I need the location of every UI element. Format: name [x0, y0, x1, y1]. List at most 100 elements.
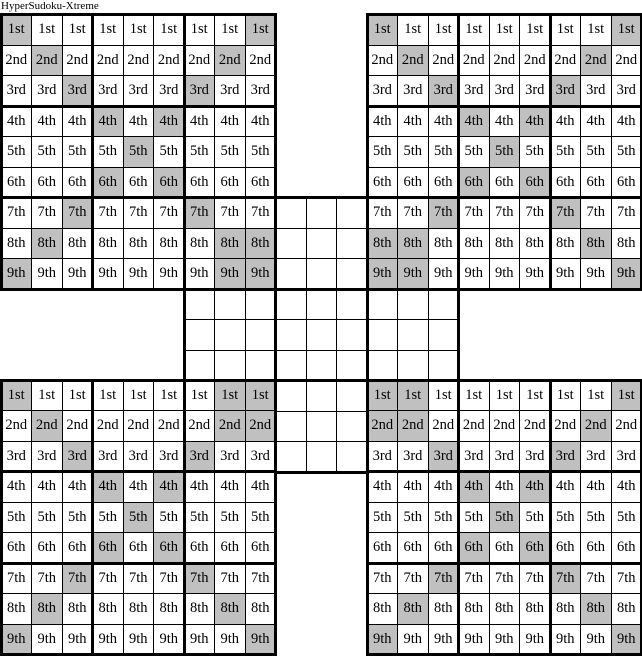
- bottom-right-cell[interactable]: 8th: [428, 593, 460, 625]
- bottom-left-cell[interactable]: 5th: [123, 502, 155, 534]
- bottom-left-cell[interactable]: 8th: [62, 593, 94, 625]
- top-left-cell[interactable]: 5th: [214, 136, 246, 168]
- bottom-left-cell[interactable]: 6th: [153, 532, 185, 564]
- bottom-right-cell[interactable]: 5th: [458, 502, 490, 534]
- bottom-left-cell[interactable]: 1st: [184, 380, 216, 412]
- bottom-left-cell[interactable]: 5th: [1, 502, 33, 534]
- top-right-cell[interactable]: 2nd: [611, 45, 642, 77]
- top-left-cell[interactable]: 8th: [1, 228, 33, 260]
- top-left-cell[interactable]: 8th: [214, 228, 246, 260]
- center-grid-empty-cell[interactable]: [306, 197, 338, 229]
- top-left-cell[interactable]: 8th: [92, 228, 124, 260]
- top-left-cell[interactable]: 8th: [153, 228, 185, 260]
- center-grid-empty-cell[interactable]: [336, 258, 368, 290]
- top-left-cell[interactable]: 1st: [153, 14, 185, 46]
- bottom-left-cell[interactable]: 7th: [245, 563, 277, 595]
- bottom-right-cell[interactable]: 6th: [458, 532, 490, 564]
- top-right-cell[interactable]: 7th: [580, 197, 612, 229]
- top-left-cell[interactable]: 6th: [92, 167, 124, 199]
- top-left-cell[interactable]: 7th: [123, 197, 155, 229]
- bottom-left-cell[interactable]: 3rd: [153, 441, 185, 473]
- bottom-right-cell[interactable]: 8th: [580, 593, 612, 625]
- top-right-cell[interactable]: 6th: [458, 167, 490, 199]
- top-right-cell[interactable]: 6th: [550, 167, 582, 199]
- bottom-right-cell[interactable]: 1st: [550, 380, 582, 412]
- bottom-right-cell[interactable]: 2nd: [550, 410, 582, 442]
- bottom-left-cell[interactable]: 2nd: [184, 410, 216, 442]
- top-right-cell[interactable]: 4th: [397, 106, 429, 138]
- top-left-cell[interactable]: 2nd: [31, 45, 63, 77]
- top-right-cell[interactable]: 5th: [367, 136, 399, 168]
- top-right-cell[interactable]: 5th: [489, 136, 521, 168]
- bottom-left-cell[interactable]: 7th: [184, 563, 216, 595]
- top-left-cell[interactable]: 2nd: [123, 45, 155, 77]
- bottom-left-cell[interactable]: 5th: [92, 502, 124, 534]
- center-grid-empty-cell[interactable]: [397, 319, 429, 351]
- bottom-left-cell[interactable]: 2nd: [123, 410, 155, 442]
- center-grid-empty-cell[interactable]: [275, 350, 307, 382]
- top-right-cell[interactable]: 9th: [611, 258, 642, 290]
- top-left-cell[interactable]: 9th: [62, 258, 94, 290]
- top-right-cell[interactable]: 5th: [550, 136, 582, 168]
- bottom-left-cell[interactable]: 1st: [214, 380, 246, 412]
- bottom-left-cell[interactable]: 9th: [31, 624, 63, 656]
- bottom-left-cell[interactable]: 6th: [62, 532, 94, 564]
- bottom-right-cell[interactable]: 3rd: [519, 441, 551, 473]
- bottom-right-cell[interactable]: 2nd: [580, 410, 612, 442]
- bottom-left-cell[interactable]: 9th: [245, 624, 277, 656]
- bottom-left-cell[interactable]: 5th: [214, 502, 246, 534]
- top-left-cell[interactable]: 6th: [1, 167, 33, 199]
- bottom-left-cell[interactable]: 8th: [31, 593, 63, 625]
- center-grid-empty-cell[interactable]: [336, 380, 368, 412]
- top-left-cell[interactable]: 2nd: [62, 45, 94, 77]
- bottom-left-cell[interactable]: 4th: [123, 471, 155, 503]
- bottom-left-cell[interactable]: 3rd: [1, 441, 33, 473]
- top-right-cell[interactable]: 2nd: [580, 45, 612, 77]
- bottom-left-cell[interactable]: 7th: [1, 563, 33, 595]
- top-right-cell[interactable]: 5th: [611, 136, 642, 168]
- top-left-cell[interactable]: 3rd: [62, 75, 94, 107]
- top-right-cell[interactable]: 8th: [519, 228, 551, 260]
- bottom-left-cell[interactable]: 7th: [153, 563, 185, 595]
- top-right-cell[interactable]: 6th: [428, 167, 460, 199]
- bottom-right-cell[interactable]: 9th: [367, 624, 399, 656]
- top-left-cell[interactable]: 9th: [1, 258, 33, 290]
- top-right-cell[interactable]: 8th: [397, 228, 429, 260]
- top-left-cell[interactable]: 6th: [153, 167, 185, 199]
- top-right-cell[interactable]: 1st: [458, 14, 490, 46]
- top-left-cell[interactable]: 5th: [184, 136, 216, 168]
- bottom-right-cell[interactable]: 9th: [580, 624, 612, 656]
- bottom-right-cell[interactable]: 9th: [550, 624, 582, 656]
- top-right-cell[interactable]: 8th: [428, 228, 460, 260]
- top-left-cell[interactable]: 7th: [1, 197, 33, 229]
- center-grid-empty-cell[interactable]: [214, 289, 246, 321]
- bottom-right-cell[interactable]: 5th: [550, 502, 582, 534]
- bottom-left-cell[interactable]: 1st: [62, 380, 94, 412]
- top-left-cell[interactable]: 1st: [123, 14, 155, 46]
- top-right-cell[interactable]: 9th: [367, 258, 399, 290]
- center-grid-empty-cell[interactable]: [275, 197, 307, 229]
- bottom-right-cell[interactable]: 4th: [489, 471, 521, 503]
- top-right-cell[interactable]: 8th: [458, 228, 490, 260]
- center-grid-empty-cell[interactable]: [184, 319, 216, 351]
- top-left-cell[interactable]: 8th: [62, 228, 94, 260]
- top-left-cell[interactable]: 2nd: [214, 45, 246, 77]
- bottom-right-cell[interactable]: 7th: [428, 563, 460, 595]
- bottom-left-cell[interactable]: 3rd: [184, 441, 216, 473]
- top-right-cell[interactable]: 2nd: [367, 45, 399, 77]
- top-left-cell[interactable]: 2nd: [1, 45, 33, 77]
- top-right-cell[interactable]: 1st: [428, 14, 460, 46]
- top-left-cell[interactable]: 6th: [184, 167, 216, 199]
- top-left-cell[interactable]: 2nd: [153, 45, 185, 77]
- top-left-cell[interactable]: 3rd: [184, 75, 216, 107]
- center-grid-empty-cell[interactable]: [367, 350, 399, 382]
- top-right-cell[interactable]: 3rd: [367, 75, 399, 107]
- top-right-cell[interactable]: 3rd: [519, 75, 551, 107]
- center-grid-empty-cell[interactable]: [184, 350, 216, 382]
- bottom-left-cell[interactable]: 1st: [123, 380, 155, 412]
- center-grid-empty-cell[interactable]: [306, 319, 338, 351]
- top-left-cell[interactable]: 5th: [92, 136, 124, 168]
- bottom-right-cell[interactable]: 6th: [367, 532, 399, 564]
- bottom-left-cell[interactable]: 4th: [153, 471, 185, 503]
- top-left-cell[interactable]: 1st: [184, 14, 216, 46]
